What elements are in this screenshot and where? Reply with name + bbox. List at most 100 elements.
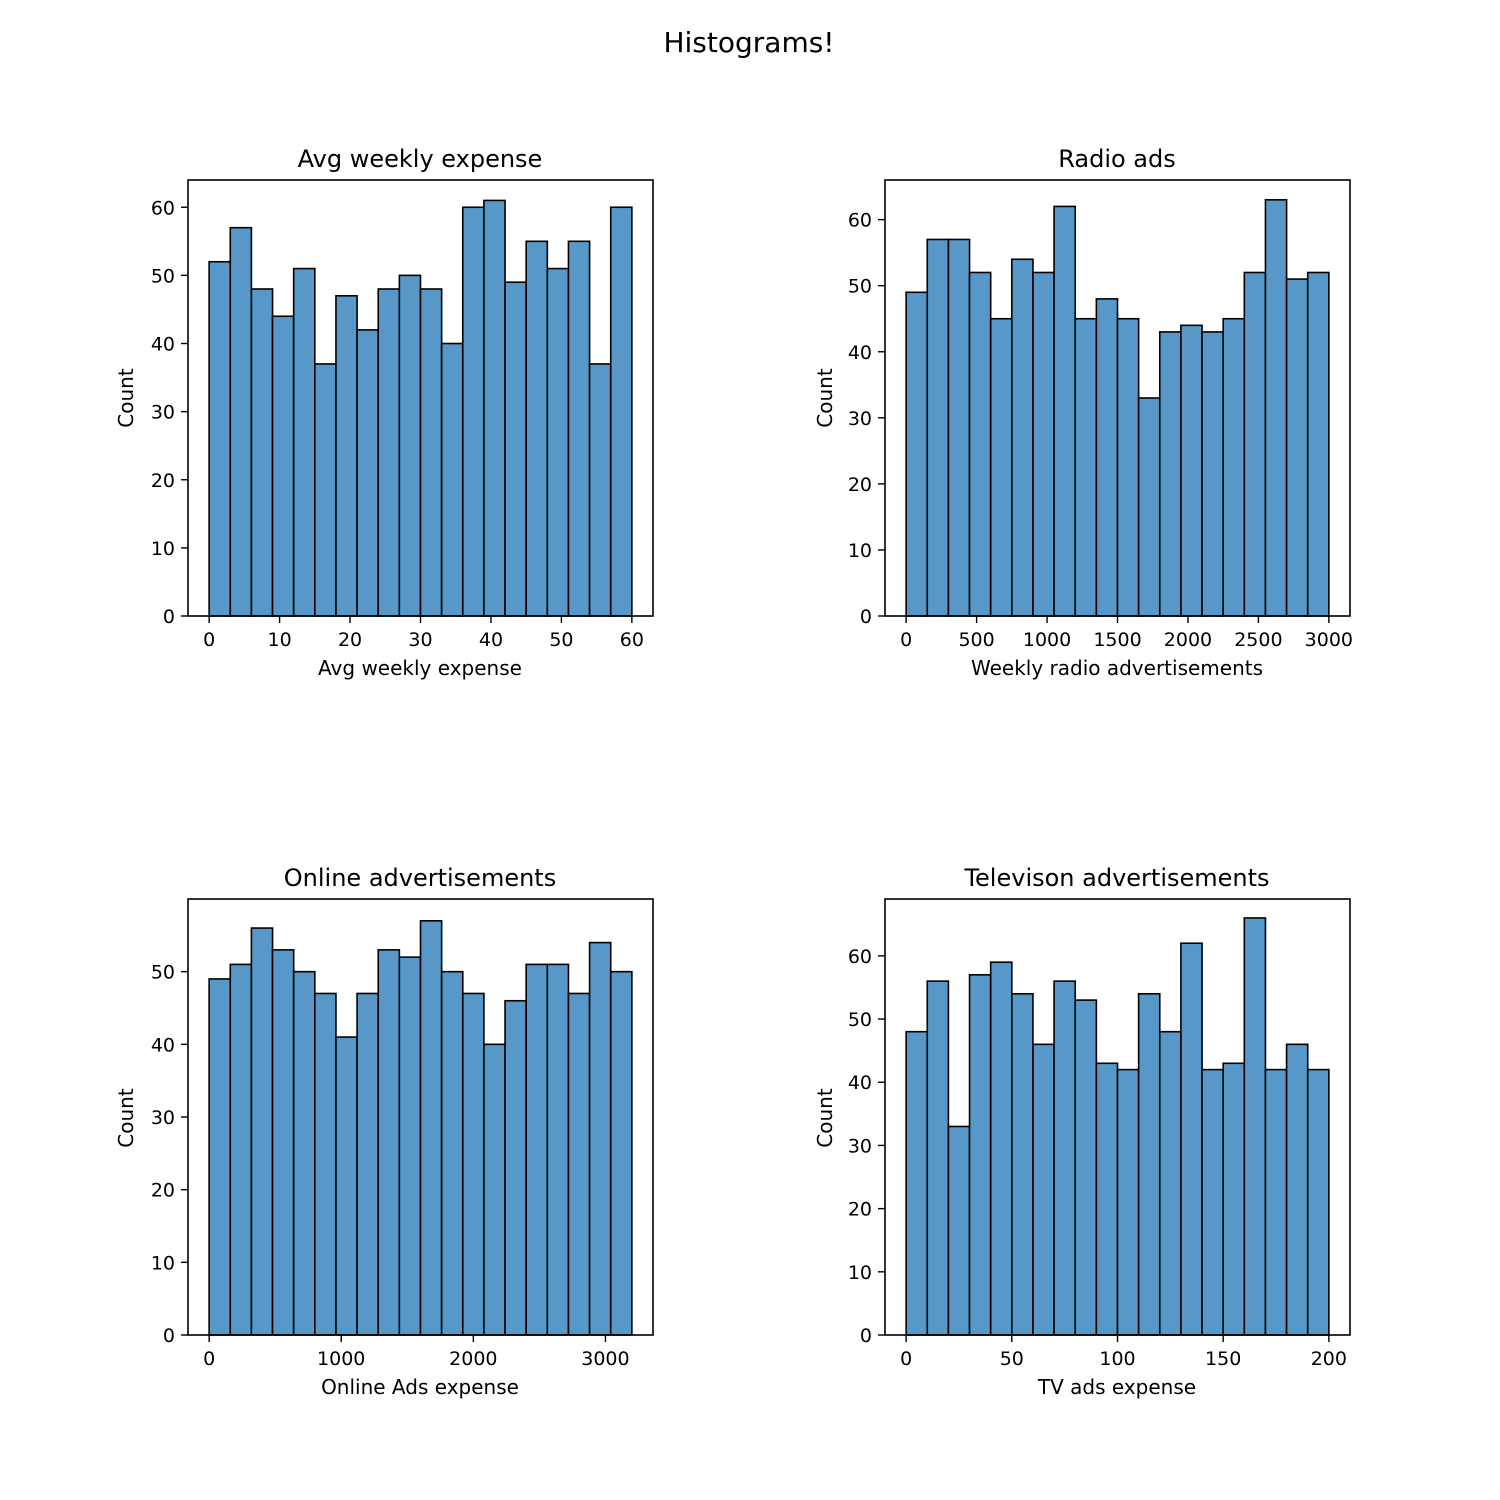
axis-ticks: 0 50 100 150 200 0 10 20 30 40 50 60 bbox=[848, 946, 1347, 1370]
histogram-bar bbox=[229, 963, 253, 1336]
y-tick-label: 0 bbox=[860, 606, 872, 628]
x-tick-label: 0 bbox=[900, 1348, 912, 1370]
histogram-bar bbox=[926, 980, 950, 1336]
x-tick-label: 150 bbox=[1205, 1348, 1241, 1370]
y-tick-label: 0 bbox=[163, 1325, 175, 1347]
histogram-bar bbox=[1201, 331, 1224, 617]
histogram-bar bbox=[398, 274, 422, 617]
subplot-title: Avg weekly expense bbox=[298, 145, 543, 173]
x-tick-label: 2000 bbox=[1164, 629, 1212, 651]
histogram-bar bbox=[483, 199, 506, 617]
y-tick-label: 30 bbox=[848, 1135, 872, 1157]
x-tick-label: 0 bbox=[900, 629, 912, 651]
histogram-bar bbox=[1180, 942, 1203, 1336]
histogram-bar bbox=[419, 288, 443, 617]
histogram-bar bbox=[504, 999, 527, 1336]
histogram-bars bbox=[905, 917, 1330, 1336]
plot-frame bbox=[884, 179, 1351, 617]
x-axis-label: Online Ads expense bbox=[321, 1375, 519, 1399]
histogram-bar bbox=[1116, 1068, 1140, 1336]
y-tick-label: 40 bbox=[848, 1072, 872, 1094]
histogram-bar bbox=[229, 226, 253, 617]
histogram-bar bbox=[440, 342, 464, 617]
histogram-bar bbox=[1095, 298, 1119, 617]
x-tick-label: 0 bbox=[203, 629, 215, 651]
x-tick-label: 1000 bbox=[1023, 629, 1071, 651]
histogram-bar bbox=[1222, 1062, 1246, 1336]
histogram-bar bbox=[314, 363, 337, 617]
x-tick-label: 10 bbox=[267, 629, 291, 651]
histogram-bar bbox=[947, 1125, 971, 1336]
histogram-bar bbox=[968, 974, 992, 1336]
histogram-bar bbox=[609, 970, 633, 1336]
subplot-radio-ads: Radio ads Weekly radio advertisements Co… bbox=[813, 145, 1353, 680]
x-tick-label: 40 bbox=[479, 629, 503, 651]
x-tick-label: 20 bbox=[338, 629, 362, 651]
histogram-bar bbox=[356, 992, 380, 1336]
histogram-bar bbox=[1137, 397, 1161, 617]
x-axis-label: Weekly radio advertisements bbox=[971, 656, 1263, 680]
histogram-bar bbox=[1011, 258, 1034, 617]
histogram-bar bbox=[1053, 205, 1077, 617]
histogram-bar bbox=[567, 992, 591, 1336]
histogram-bar bbox=[1158, 1030, 1182, 1336]
histogram-bar bbox=[335, 1036, 358, 1336]
histogram-bar bbox=[461, 992, 485, 1336]
histogram-bar bbox=[1053, 980, 1077, 1336]
histogram-bar bbox=[588, 941, 612, 1336]
x-axis-label: TV ads expense bbox=[1037, 1375, 1196, 1399]
histogram-bar bbox=[926, 238, 950, 617]
histogram-bar bbox=[314, 992, 337, 1336]
histogram-bar bbox=[1201, 1068, 1224, 1336]
y-tick-label: 50 bbox=[848, 276, 872, 298]
histogram-bar bbox=[1264, 199, 1288, 617]
histogram-bar bbox=[567, 240, 591, 617]
histogram-bar bbox=[905, 1030, 929, 1336]
histogram-bars bbox=[208, 199, 633, 617]
histogram-bar bbox=[292, 970, 316, 1336]
histogram-bar bbox=[1074, 317, 1098, 617]
histogram-bar bbox=[292, 267, 316, 617]
x-tick-label: 500 bbox=[958, 629, 994, 651]
histogram-bar bbox=[1032, 271, 1055, 617]
y-tick-label: 10 bbox=[848, 1262, 872, 1284]
y-axis-label: Count bbox=[813, 1088, 837, 1148]
histogram-bar bbox=[968, 271, 992, 617]
histogram-bar bbox=[335, 295, 358, 617]
y-tick-label: 40 bbox=[151, 1034, 175, 1056]
subplot-title: Online advertisements bbox=[284, 864, 556, 892]
histogram-bar bbox=[250, 288, 274, 617]
histogram-bar bbox=[356, 329, 380, 617]
x-tick-label: 50 bbox=[549, 629, 573, 651]
figure-suptitle: Histograms! bbox=[663, 26, 834, 59]
x-tick-label: 3000 bbox=[1305, 629, 1353, 651]
y-tick-label: 30 bbox=[848, 408, 872, 430]
plot-frame bbox=[884, 898, 1351, 1336]
histogram-bar bbox=[504, 281, 527, 617]
y-tick-label: 0 bbox=[163, 606, 175, 628]
axis-ticks: 0 1000 2000 3000 0 10 20 30 40 50 bbox=[151, 962, 630, 1370]
y-tick-label: 40 bbox=[151, 334, 175, 356]
y-tick-label: 20 bbox=[848, 474, 872, 496]
x-tick-label: 60 bbox=[620, 629, 644, 651]
histogram-bar bbox=[1306, 271, 1330, 617]
x-tick-label: 2000 bbox=[449, 1348, 497, 1370]
x-tick-label: 0 bbox=[203, 1348, 215, 1370]
histogram-bar bbox=[546, 267, 570, 617]
histogram-bar bbox=[250, 927, 274, 1336]
y-tick-label: 30 bbox=[151, 1107, 175, 1129]
y-tick-label: 40 bbox=[848, 342, 872, 364]
histogram-bar bbox=[1222, 317, 1246, 617]
histogram-bar bbox=[208, 978, 232, 1336]
histogram-bar bbox=[989, 317, 1013, 617]
histogram-bar bbox=[525, 963, 549, 1336]
x-tick-label: 100 bbox=[1099, 1348, 1135, 1370]
histogram-bar bbox=[271, 949, 295, 1336]
histogram-bar bbox=[1011, 992, 1034, 1336]
y-tick-label: 10 bbox=[848, 540, 872, 562]
x-tick-label: 1000 bbox=[317, 1348, 365, 1370]
histogram-bar bbox=[271, 315, 295, 617]
y-tick-label: 10 bbox=[151, 538, 175, 560]
histogram-bar bbox=[1116, 317, 1140, 617]
